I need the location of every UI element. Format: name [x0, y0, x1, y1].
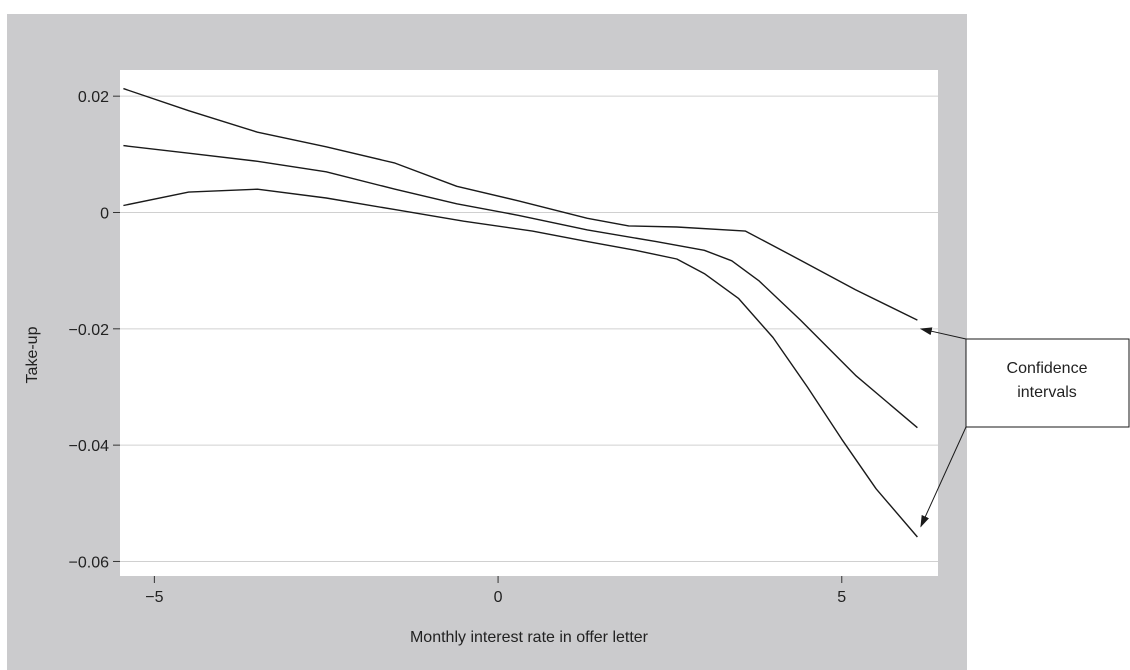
- callout-box: [965, 338, 1130, 428]
- plot-area: [120, 70, 938, 576]
- gridlines: [120, 95, 938, 562]
- y-tick-label: −0.06: [69, 554, 110, 571]
- callout-label-line1: Confidence: [1007, 360, 1088, 377]
- y-tick-label: −0.04: [69, 438, 110, 455]
- axes: 0.02 0 −0.02 −0.04 −0.06 −5 0 5: [69, 89, 847, 606]
- callout-arrow: [920, 426, 967, 528]
- callout-arrows: [919, 327, 967, 528]
- y-axis-title: Take-up: [24, 326, 41, 383]
- x-tick-label: −5: [145, 589, 163, 606]
- x-tick-label: 5: [837, 589, 846, 606]
- point-estimate-line: [123, 144, 918, 429]
- confidence-intervals-callout: Confidence intervals: [919, 327, 1130, 528]
- series-lines: [123, 87, 918, 538]
- x-axis-title: Monthly interest rate in offer letter: [410, 629, 649, 646]
- y-tick-label: 0: [100, 205, 109, 222]
- y-tick-label: −0.02: [69, 322, 110, 339]
- callout-arrow: [919, 327, 967, 340]
- x-tick-label: 0: [494, 589, 503, 606]
- callout-label-line2: intervals: [1017, 384, 1077, 401]
- upper-confidence-band-line: [123, 87, 918, 321]
- y-tick-label: 0.02: [78, 89, 109, 106]
- lower-confidence-band-line: [123, 188, 918, 538]
